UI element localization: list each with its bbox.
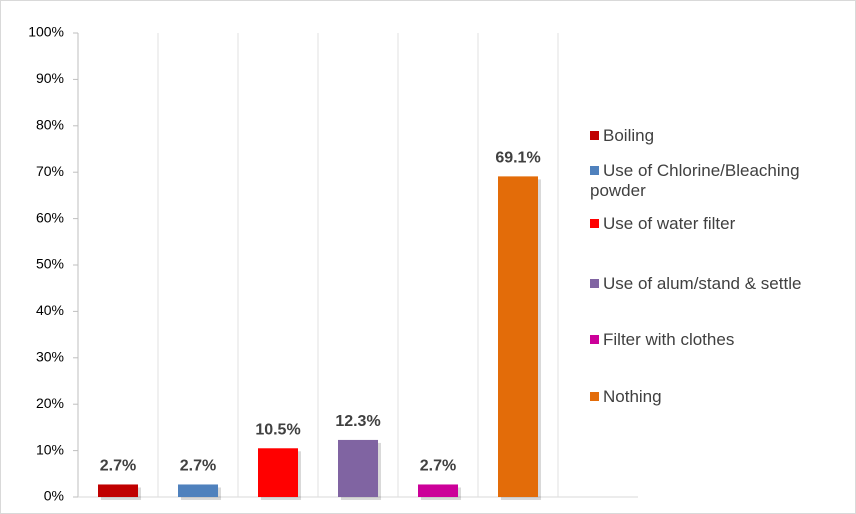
bar — [498, 176, 538, 497]
y-tick-label: 60% — [36, 209, 64, 225]
y-tick-label: 10% — [36, 441, 64, 457]
value-label: 2.7% — [420, 458, 456, 475]
legend-label: Boiling — [603, 126, 655, 145]
y-tick-label: 50% — [36, 256, 64, 272]
value-label: 2.7% — [180, 458, 216, 475]
legend-entry: Filter with clothes — [590, 330, 852, 350]
y-tick-label: 90% — [36, 70, 64, 86]
legend-swatch — [590, 131, 599, 140]
legend-label: Use of alum/stand & settle — [603, 274, 802, 293]
y-tick-label: 100% — [28, 24, 64, 40]
y-tick-label: 20% — [36, 395, 64, 411]
legend-entry: Use of Chlorine/Bleaching powder — [590, 161, 852, 201]
legend-entry: Use of water filter — [590, 214, 852, 234]
legend-label: Use of Chlorine/Bleaching powder — [590, 161, 800, 200]
bar — [258, 448, 298, 497]
value-label: 69.1% — [495, 150, 540, 167]
legend-entry: Boiling — [590, 126, 852, 146]
legend-swatch — [590, 166, 599, 175]
legend-swatch — [590, 335, 599, 344]
bar — [338, 439, 378, 497]
legend-label: Filter with clothes — [603, 330, 735, 349]
value-label: 12.3% — [335, 413, 380, 430]
y-tick-label: 30% — [36, 349, 64, 365]
bar — [418, 484, 458, 497]
y-tick-label: 70% — [36, 163, 64, 179]
legend-label: Nothing — [603, 387, 662, 406]
value-label: 2.7% — [100, 458, 136, 475]
legend-entry: Nothing — [590, 387, 852, 407]
legend-swatch — [590, 279, 599, 288]
value-label: 10.5% — [255, 421, 300, 438]
y-tick-label: 0% — [44, 488, 64, 504]
legend-label: Use of water filter — [603, 214, 736, 233]
legend-swatch — [590, 219, 599, 228]
bar — [98, 484, 138, 497]
legend-entry: Use of alum/stand & settle — [590, 274, 852, 294]
legend-swatch — [590, 392, 599, 401]
bar — [178, 484, 218, 497]
y-tick-label: 80% — [36, 117, 64, 133]
y-tick-label: 40% — [36, 302, 64, 318]
